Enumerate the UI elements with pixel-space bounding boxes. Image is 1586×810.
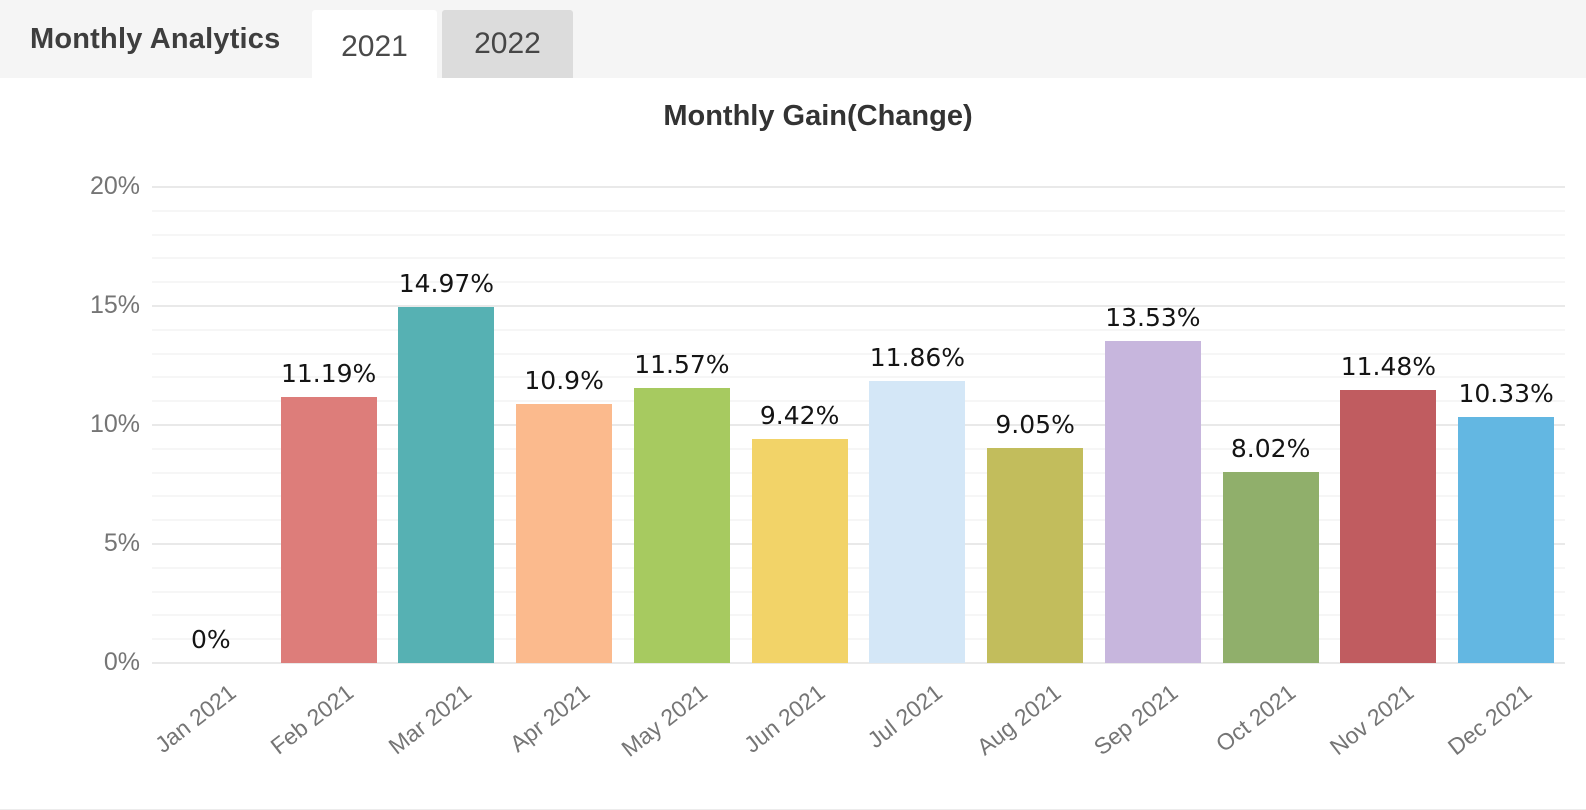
bar-dec-2021[interactable]: [1458, 417, 1555, 663]
gridline-minor: [152, 209, 1565, 212]
gridline-major: [152, 186, 1565, 188]
bar-apr-2021[interactable]: [516, 403, 613, 663]
gridline-minor: [152, 590, 1565, 593]
y-axis-tick-label: 10%: [89, 410, 140, 438]
bar-value-label: 11.48%: [1340, 351, 1437, 381]
bar-mar-2021[interactable]: [398, 306, 495, 663]
chart-title: Monthly Gain(Change): [663, 100, 973, 132]
gridline-minor: [152, 519, 1565, 522]
x-axis-tick-label: Feb 2021: [266, 679, 359, 760]
bar-sep-2021[interactable]: [1104, 340, 1201, 663]
bar-value-label: 14.97%: [398, 268, 495, 298]
gridline-minor: [152, 471, 1565, 474]
x-axis-tick-label: Oct 2021: [1211, 679, 1301, 757]
gridline-minor: [152, 328, 1565, 331]
gridline-minor: [152, 281, 1565, 284]
bar-jul-2021[interactable]: [869, 380, 966, 663]
y-axis-tick-label: 15%: [89, 291, 140, 319]
bar-may-2021[interactable]: [633, 387, 730, 663]
x-axis-tick-label: Sep 2021: [1089, 679, 1183, 761]
gridline-minor: [152, 495, 1565, 498]
gridline-minor: [152, 376, 1565, 379]
gridline-minor: [152, 233, 1565, 236]
gridline-minor: [152, 352, 1565, 355]
x-axis-tick-label: Jun 2021: [739, 679, 830, 758]
gridline-minor: [152, 257, 1565, 260]
x-axis-tick-label: Mar 2021: [383, 679, 477, 760]
tab-2021[interactable]: 2021: [312, 10, 437, 84]
bar-value-label: 11.19%: [280, 358, 377, 388]
x-axis-tick-label: May 2021: [616, 679, 712, 762]
y-axis-tick-label: 20%: [89, 172, 140, 200]
page-title: Monthly Analytics: [30, 22, 281, 55]
gridline-minor: [152, 638, 1565, 641]
bar-value-label: 0%: [191, 625, 231, 654]
y-axis-tick-label: 0%: [103, 648, 140, 676]
x-axis-tick-label: Jul 2021: [862, 679, 948, 754]
x-axis-tick-label: Jan 2021: [150, 679, 241, 758]
gridline-minor: [152, 614, 1565, 617]
bar-nov-2021[interactable]: [1340, 389, 1437, 663]
bar-value-label: 10.9%: [524, 365, 604, 395]
bar-oct-2021[interactable]: [1222, 472, 1319, 663]
gridline-major: [152, 662, 1565, 664]
gridline-major: [152, 305, 1565, 307]
y-axis-tick-label: 5%: [103, 529, 140, 557]
x-axis-tick-label: Apr 2021: [504, 679, 595, 757]
bar-value-label: 8.02%: [1230, 434, 1311, 464]
bar-aug-2021[interactable]: [987, 447, 1084, 663]
bar-value-label: 9.42%: [759, 400, 840, 430]
bar-jun-2021[interactable]: [751, 438, 848, 663]
gridline-minor: [152, 447, 1565, 450]
gridline-major: [152, 424, 1565, 426]
header-bar: Monthly Analytics: [0, 0, 1586, 78]
bar-value-label: 11.57%: [634, 349, 730, 379]
x-axis-tick-label: Aug 2021: [971, 679, 1066, 761]
bar-value-label: 13.53%: [1105, 302, 1201, 332]
gridline-major: [152, 543, 1565, 545]
x-axis-tick-label: Dec 2021: [1442, 679, 1537, 761]
gridline-minor: [152, 566, 1565, 569]
x-axis-tick-label: Nov 2021: [1324, 679, 1419, 761]
bar-value-label: 11.86%: [869, 342, 966, 372]
bar-feb-2021[interactable]: [280, 396, 377, 663]
tab-2022[interactable]: 2022: [442, 10, 573, 78]
bar-value-label: 10.33%: [1458, 379, 1554, 409]
bar-value-label: 9.05%: [995, 409, 1075, 439]
gridline-minor: [152, 400, 1565, 403]
